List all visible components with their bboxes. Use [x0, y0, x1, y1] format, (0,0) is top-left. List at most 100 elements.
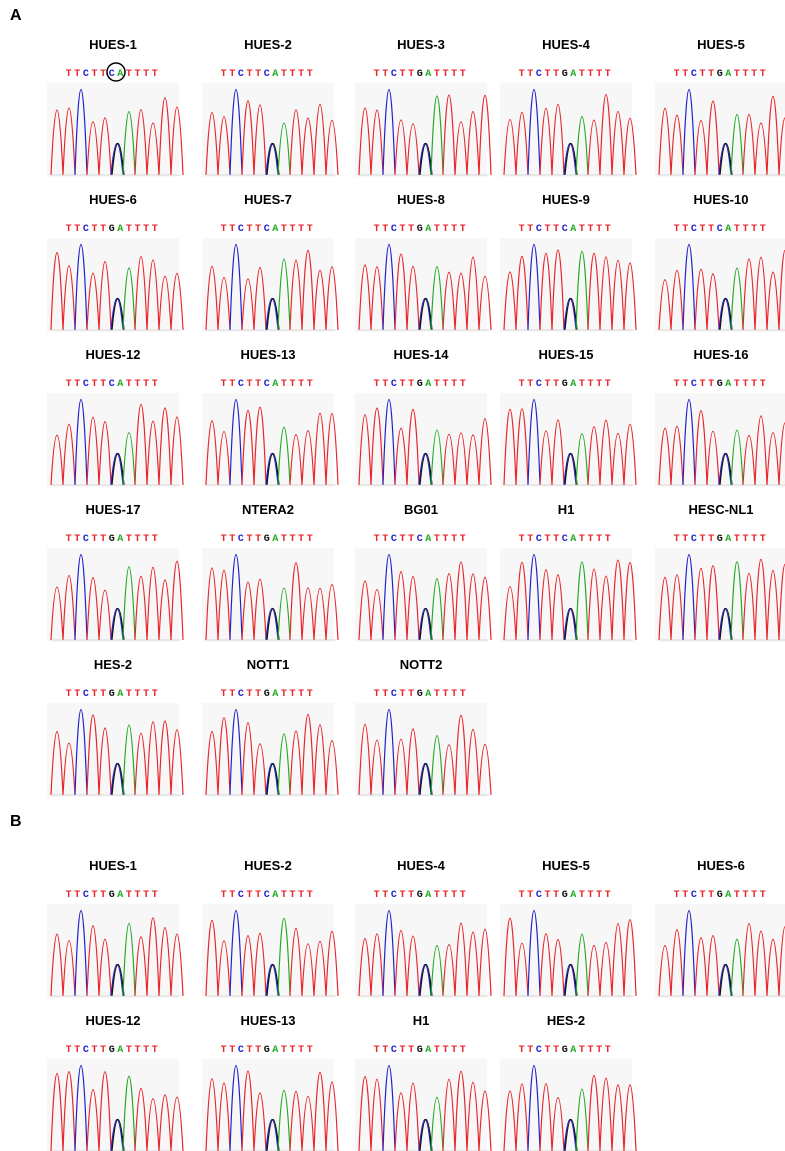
base: T: [255, 224, 264, 235]
base: T: [221, 224, 230, 235]
base: T: [460, 890, 469, 901]
base: T: [66, 890, 75, 901]
base: T: [221, 379, 230, 390]
base: T: [734, 69, 743, 80]
base: A: [272, 69, 281, 80]
base: T: [126, 379, 135, 390]
base: A: [272, 890, 281, 901]
base: T: [74, 69, 83, 80]
base: T: [135, 890, 144, 901]
base: A: [425, 224, 434, 235]
base: A: [725, 69, 734, 80]
base: G: [717, 379, 726, 390]
base: C: [391, 689, 400, 700]
base: T: [760, 224, 769, 235]
base: T: [290, 379, 299, 390]
base: T: [307, 379, 316, 390]
sequence: TTCTTCATTTT: [66, 379, 161, 390]
base: T: [553, 69, 562, 80]
base: T: [143, 689, 152, 700]
base: T: [708, 224, 717, 235]
base: G: [109, 890, 118, 901]
base: T: [229, 224, 238, 235]
sequence: TTCTTGATTTT: [374, 69, 469, 80]
base: A: [425, 379, 434, 390]
base: T: [527, 890, 536, 901]
base: T: [553, 379, 562, 390]
sequence: TTCTTGATTTT: [66, 534, 161, 545]
base: T: [682, 890, 691, 901]
base: T: [579, 224, 588, 235]
sequence: TTCTTGATTTT: [374, 689, 469, 700]
base: T: [143, 1045, 152, 1056]
base: T: [382, 534, 391, 545]
base: C: [264, 890, 273, 901]
base: T: [100, 1045, 109, 1056]
base: T: [751, 890, 760, 901]
base: A: [117, 890, 126, 901]
sample-name: HUES-6: [697, 858, 745, 873]
sequence: TTCTTGATTTT: [66, 1045, 161, 1056]
base: T: [246, 534, 255, 545]
base: T: [588, 69, 597, 80]
base: T: [579, 534, 588, 545]
sample-name: HUES-2: [244, 858, 292, 873]
base: T: [307, 890, 316, 901]
base: T: [760, 379, 769, 390]
base: T: [527, 379, 536, 390]
base: T: [682, 69, 691, 80]
base: T: [682, 379, 691, 390]
base: T: [699, 534, 708, 545]
base: A: [425, 69, 434, 80]
base: C: [238, 224, 247, 235]
base: T: [408, 689, 417, 700]
base: T: [544, 890, 553, 901]
base: T: [100, 689, 109, 700]
base: T: [596, 534, 605, 545]
sample-name: HES-2: [94, 657, 132, 672]
base: T: [443, 224, 452, 235]
base: T: [143, 69, 152, 80]
base: T: [374, 224, 383, 235]
base: C: [83, 534, 92, 545]
base: T: [399, 224, 408, 235]
base: T: [298, 379, 307, 390]
base: G: [417, 1045, 426, 1056]
base: T: [434, 890, 443, 901]
base: C: [238, 1045, 247, 1056]
base: T: [451, 534, 460, 545]
sequence: TTCTTCATTTT: [221, 890, 316, 901]
base: T: [544, 379, 553, 390]
base: T: [743, 379, 752, 390]
base: T: [66, 534, 75, 545]
base: T: [588, 379, 597, 390]
base: A: [725, 379, 734, 390]
base: T: [443, 1045, 452, 1056]
base: T: [596, 224, 605, 235]
base: T: [307, 689, 316, 700]
base: A: [117, 379, 126, 390]
base: G: [417, 890, 426, 901]
base: T: [221, 69, 230, 80]
base: T: [588, 890, 597, 901]
base: T: [135, 1045, 144, 1056]
base: T: [66, 1045, 75, 1056]
base: G: [109, 1045, 118, 1056]
base: T: [708, 534, 717, 545]
base: T: [100, 224, 109, 235]
base: T: [682, 534, 691, 545]
base: T: [399, 69, 408, 80]
sequence: TTCTTGATTTT: [66, 890, 161, 901]
base: T: [100, 379, 109, 390]
base: T: [743, 69, 752, 80]
base: C: [83, 379, 92, 390]
base: T: [527, 534, 536, 545]
base: G: [717, 890, 726, 901]
base: C: [238, 69, 247, 80]
sequence: TTCTTCATTTT: [221, 224, 316, 235]
base: C: [536, 69, 545, 80]
sequence: TTCTTCATTTT: [519, 534, 614, 545]
base: T: [298, 890, 307, 901]
base: T: [229, 534, 238, 545]
base: T: [708, 69, 717, 80]
